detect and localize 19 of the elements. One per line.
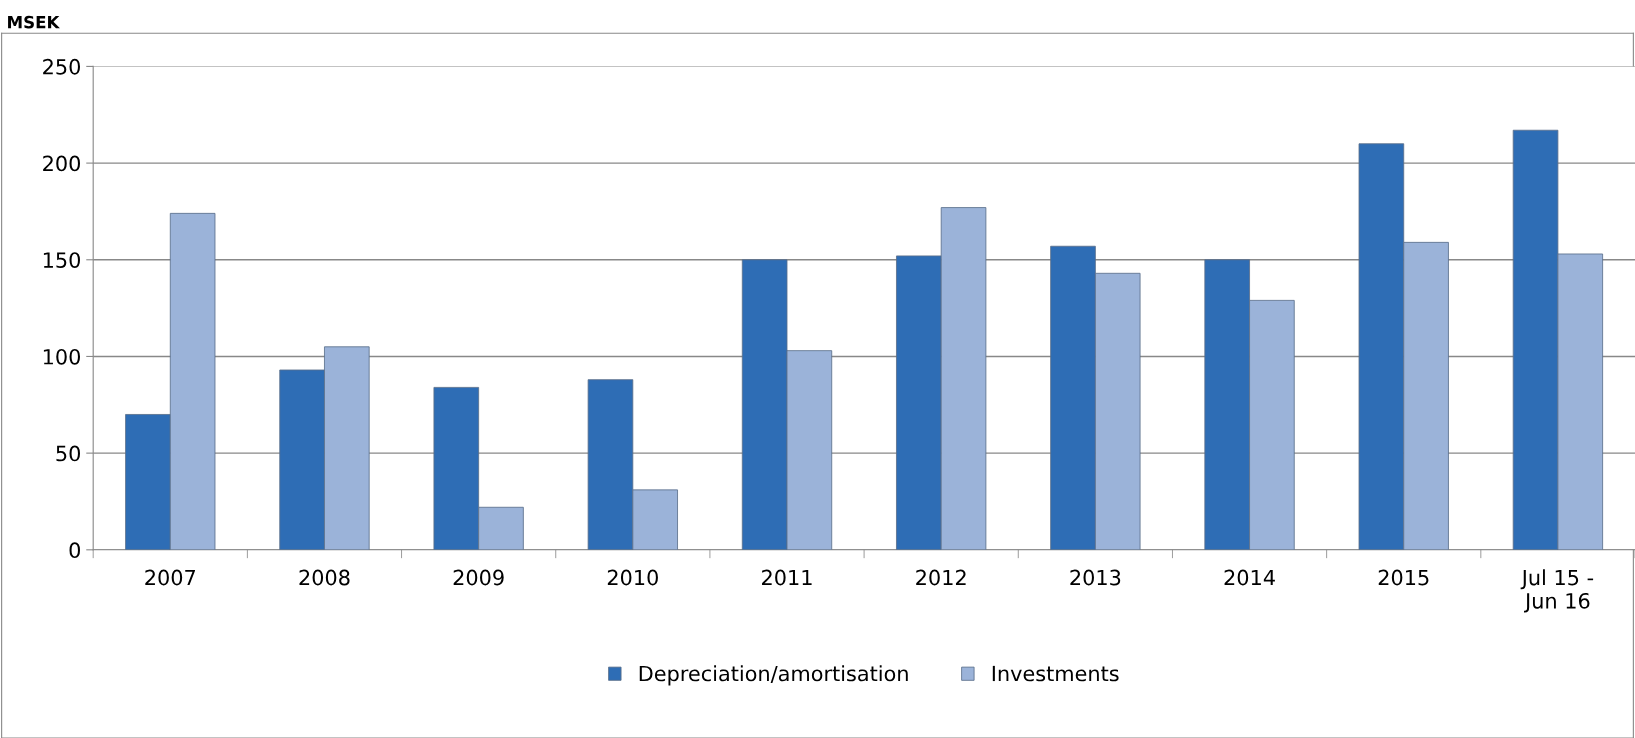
x-tick-label: 2008 [299,569,350,586]
y-tick-label: 250 [43,58,81,75]
x-tick-label: 2010 [607,569,658,586]
x-tick-label: 2007 [145,569,196,586]
legend-label: Depreciation/amortisation [639,665,908,686]
x-tick-label: 2013 [1070,569,1121,586]
x-tick-label: 2011 [762,569,812,586]
y-tick-label: 100 [43,348,81,365]
legend-label: Investments [992,665,1119,682]
x-tick-label: 2015 [1378,569,1429,586]
y-tick-label: 200 [43,155,81,172]
y-tick-label: 0 [69,542,81,559]
x-tick-label: 2014 [1224,569,1275,586]
x-tick-label: Jul 15 - Jun 16 [1520,569,1594,613]
y-tick-label: 50 [56,445,81,462]
x-tick-label: 2012 [916,569,966,586]
x-tick-label: 2009 [453,569,504,586]
y-axis-title: MSEK [8,15,60,29]
y-tick-label: 150 [43,252,81,268]
